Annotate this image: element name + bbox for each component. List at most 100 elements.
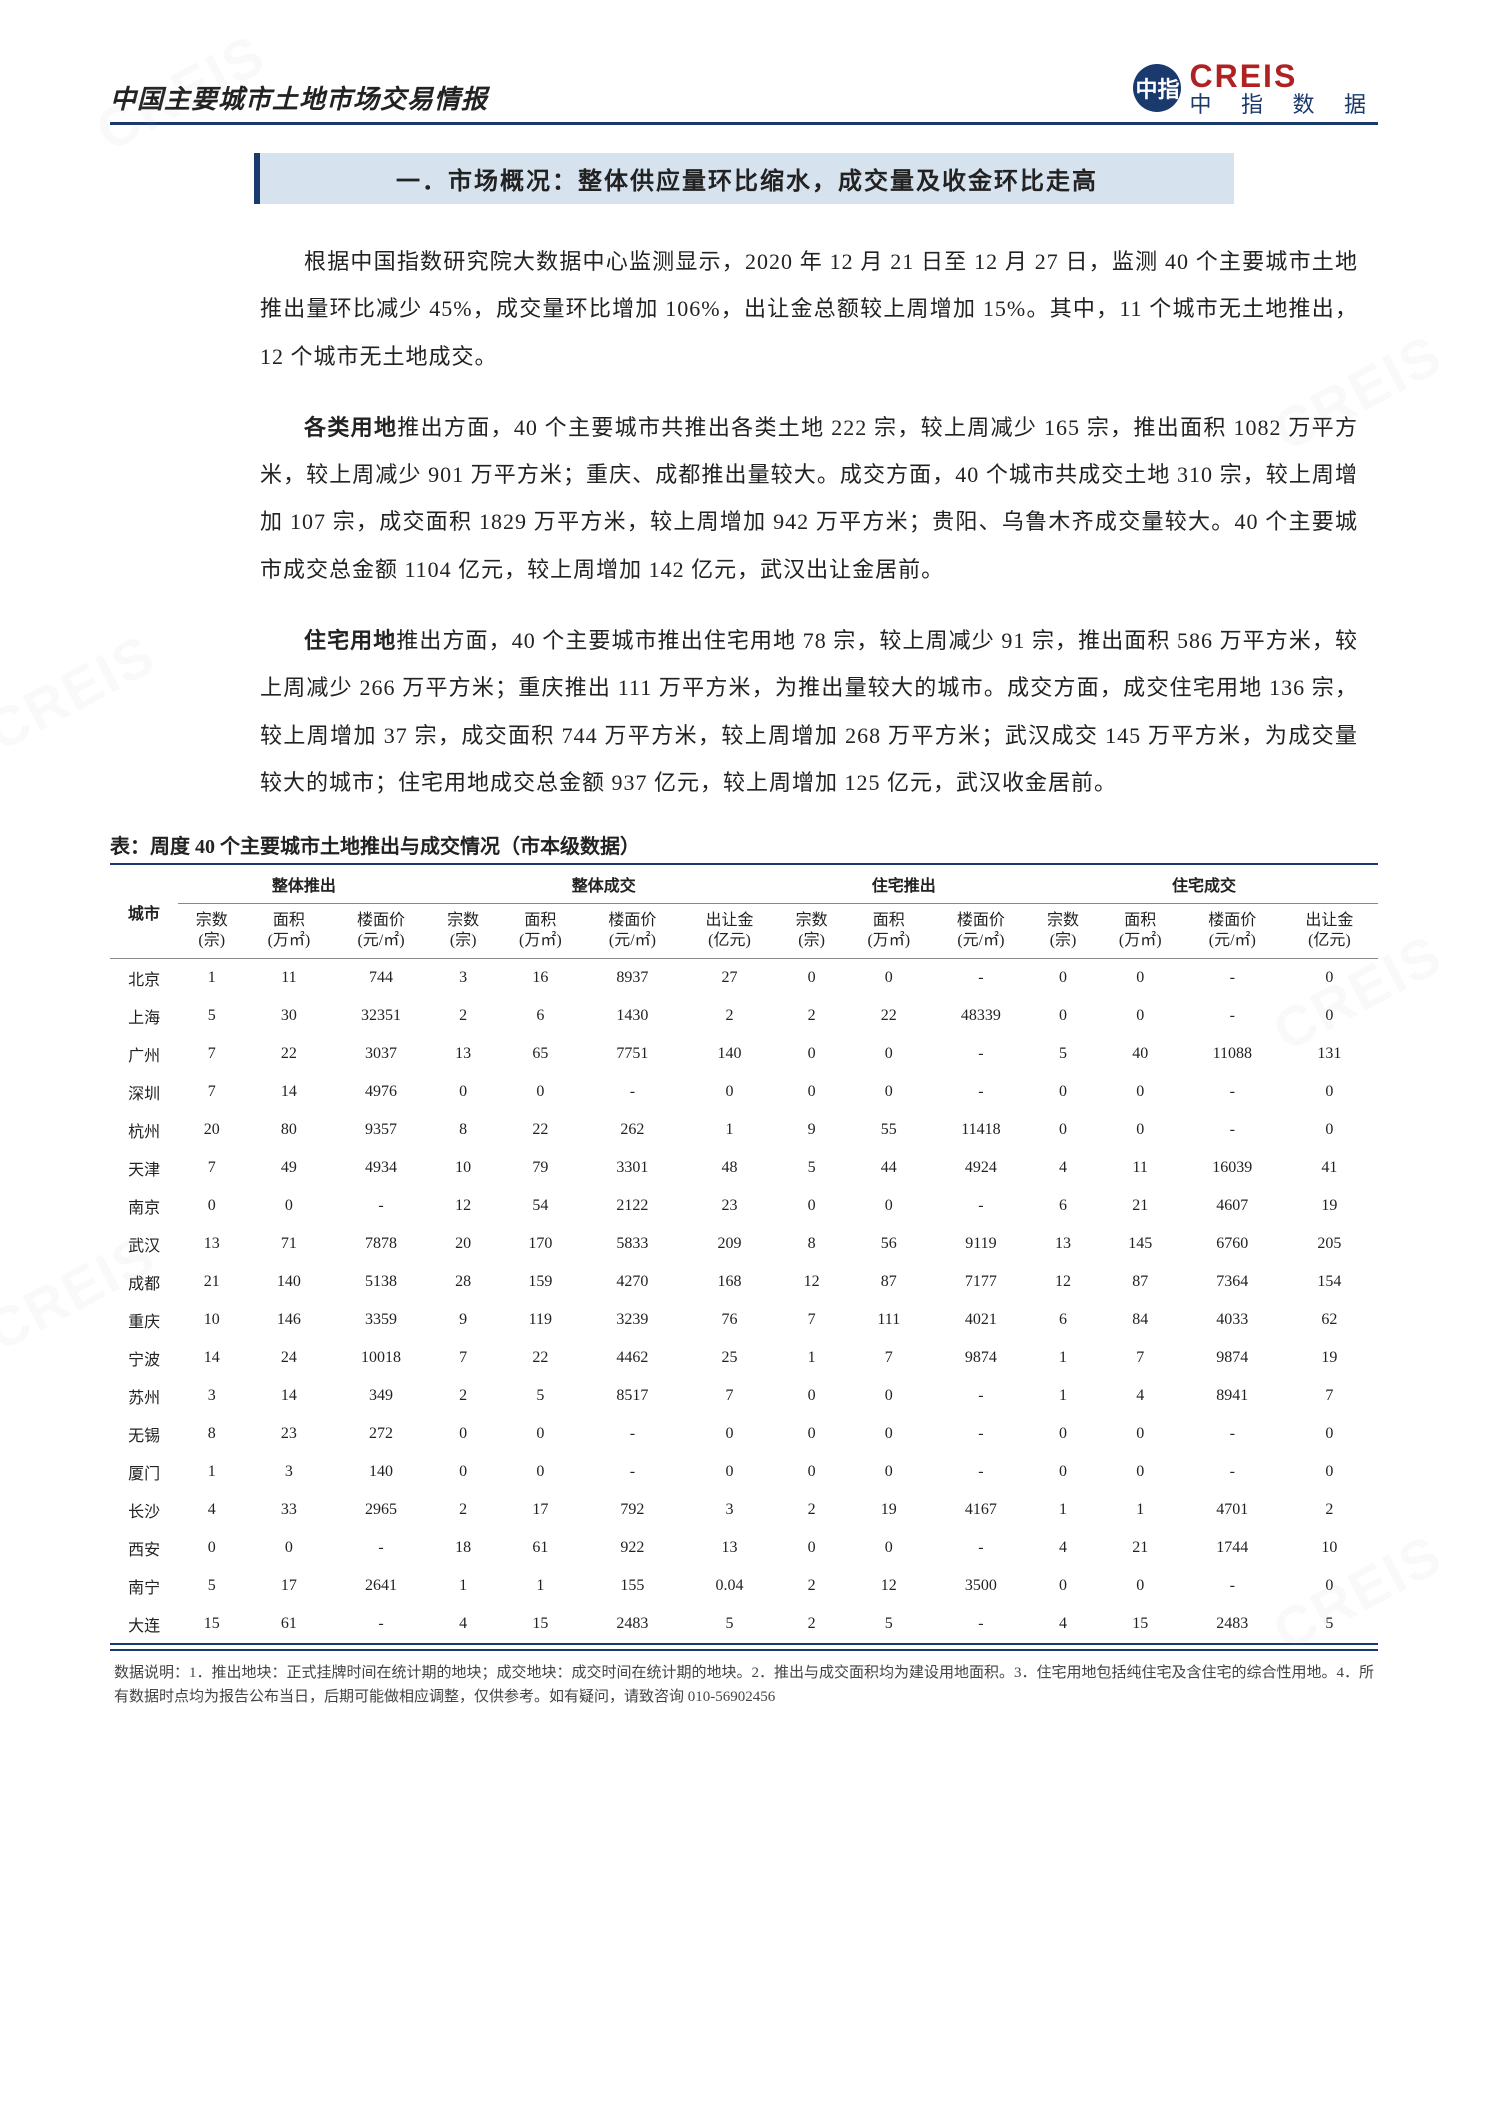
col-sub: 宗数(宗)	[178, 904, 245, 959]
cell-value: 0	[1097, 1567, 1184, 1605]
logo-text-en: CREIS	[1189, 60, 1378, 92]
col-sub: 楼面价(元/㎡)	[932, 904, 1029, 959]
cell-value: 23	[245, 1415, 332, 1453]
cell-value: 159	[497, 1263, 584, 1301]
cell-value: 154	[1281, 1263, 1378, 1301]
table-row: 长沙4332965217792321941671147012	[110, 1491, 1378, 1529]
cell-value: 349	[332, 1377, 429, 1415]
cell-value: 9	[430, 1301, 497, 1339]
col-group: 整体推出	[178, 864, 429, 904]
col-group: 住宅推出	[778, 864, 1029, 904]
cell-value: -	[1184, 1111, 1281, 1149]
cell-value: 0	[497, 1453, 584, 1491]
cell-value: 20	[178, 1111, 245, 1149]
col-sub: 楼面价(元/㎡)	[332, 904, 429, 959]
cell-value: 8517	[584, 1377, 681, 1415]
cell-value: 48339	[932, 997, 1029, 1035]
cell-value: 6	[1029, 1301, 1096, 1339]
cell-value: 0	[1029, 1453, 1096, 1491]
cell-value: 22	[245, 1035, 332, 1073]
cell-value: 131	[1281, 1035, 1378, 1073]
cell-value: 0	[1097, 1073, 1184, 1111]
cell-value: 6760	[1184, 1225, 1281, 1263]
cell-value: -	[1184, 1073, 1281, 1111]
cell-value: -	[932, 959, 1029, 998]
cell-value: 10018	[332, 1339, 429, 1377]
cell-value: 5	[178, 1567, 245, 1605]
cell-value: 15	[497, 1605, 584, 1644]
table-row: 苏州314349258517700-1489417	[110, 1377, 1378, 1415]
cell-value: 0	[1281, 959, 1378, 998]
cell-value: 2	[778, 1605, 845, 1644]
col-sub: 面积(万㎡)	[845, 904, 932, 959]
cell-value: 12	[430, 1187, 497, 1225]
cell-value: 0	[1281, 1453, 1378, 1491]
cell-value: 13	[430, 1035, 497, 1073]
cell-value: 0	[845, 1187, 932, 1225]
cell-value: 18	[430, 1529, 497, 1567]
col-sub: 面积(万㎡)	[245, 904, 332, 959]
cell-value: 84	[1097, 1301, 1184, 1339]
cell-value: 0	[1097, 959, 1184, 998]
cell-value: 2	[778, 997, 845, 1035]
table-row: 深圳714497600-000-00-0	[110, 1073, 1378, 1111]
cell-value: 4	[1097, 1377, 1184, 1415]
paragraph: 根据中国指数研究院大数据中心监测显示，2020 年 12 月 21 日至 12 …	[260, 238, 1358, 380]
cell-value: -	[932, 1453, 1029, 1491]
cell-value: 17	[497, 1491, 584, 1529]
cell-value: 146	[245, 1301, 332, 1339]
cell-value: 11	[245, 959, 332, 998]
cell-value: 111	[845, 1301, 932, 1339]
cell-value: 4976	[332, 1073, 429, 1111]
cell-value: 4701	[1184, 1491, 1281, 1529]
table-row: 成都21140513828159427016812877177128773641…	[110, 1263, 1378, 1301]
col-group: 住宅成交	[1029, 864, 1378, 904]
cell-value: 7177	[932, 1263, 1029, 1301]
cell-value: 272	[332, 1415, 429, 1453]
cell-value: 0	[778, 1377, 845, 1415]
cell-value: 1	[1029, 1339, 1096, 1377]
table-row: 重庆101463359911932397671114021684403362	[110, 1301, 1378, 1339]
cell-value: -	[932, 1187, 1029, 1225]
cell-value: 11418	[932, 1111, 1029, 1149]
cell-value: 5	[178, 997, 245, 1035]
cell-value: -	[1184, 1415, 1281, 1453]
cell-value: 62	[1281, 1301, 1378, 1339]
cell-value: 0	[1281, 1073, 1378, 1111]
data-table: 城市整体推出整体成交住宅推出住宅成交 宗数(宗)面积(万㎡)楼面价(元/㎡)宗数…	[110, 863, 1378, 1645]
cell-value: 0	[845, 1377, 932, 1415]
cell-value: 119	[497, 1301, 584, 1339]
cell-value: 4	[430, 1605, 497, 1644]
cell-value: 7751	[584, 1035, 681, 1073]
cell-value: 0	[778, 1453, 845, 1491]
cell-value: 3	[430, 959, 497, 998]
cell-value: 1	[497, 1567, 584, 1605]
cell-city: 无锡	[110, 1415, 178, 1453]
cell-value: -	[932, 1605, 1029, 1644]
cell-value: 8	[178, 1415, 245, 1453]
col-sub: 面积(万㎡)	[1097, 904, 1184, 959]
cell-value: 1	[681, 1111, 778, 1149]
cell-value: 9	[778, 1111, 845, 1149]
table-caption: 表：周度 40 个主要城市土地推出与成交情况（市本级数据）	[110, 830, 1378, 859]
cell-city: 杭州	[110, 1111, 178, 1149]
report-title: 中国主要城市土地市场交易情报	[110, 79, 488, 116]
cell-value: 10	[178, 1301, 245, 1339]
cell-value: -	[932, 1377, 1029, 1415]
brand-logo: 中指 CREIS 中 指 数 据	[1133, 60, 1378, 116]
table-body: 北京11174431689372700-00-0上海53032351261430…	[110, 959, 1378, 1645]
cell-value: 0	[845, 1453, 932, 1491]
cell-value: 19	[1281, 1187, 1378, 1225]
cell-value: 14	[178, 1339, 245, 1377]
col-city: 城市	[110, 864, 178, 959]
cell-value: 28	[430, 1263, 497, 1301]
col-sub: 出让金(亿元)	[1281, 904, 1378, 959]
cell-value: -	[584, 1453, 681, 1491]
col-sub: 楼面价(元/㎡)	[1184, 904, 1281, 959]
page-header: 中国主要城市土地市场交易情报 中指 CREIS 中 指 数 据	[110, 60, 1378, 125]
cell-value: 22	[845, 997, 932, 1035]
cell-city: 宁波	[110, 1339, 178, 1377]
cell-value: 155	[584, 1567, 681, 1605]
col-sub: 楼面价(元/㎡)	[584, 904, 681, 959]
cell-value: -	[932, 1035, 1029, 1073]
